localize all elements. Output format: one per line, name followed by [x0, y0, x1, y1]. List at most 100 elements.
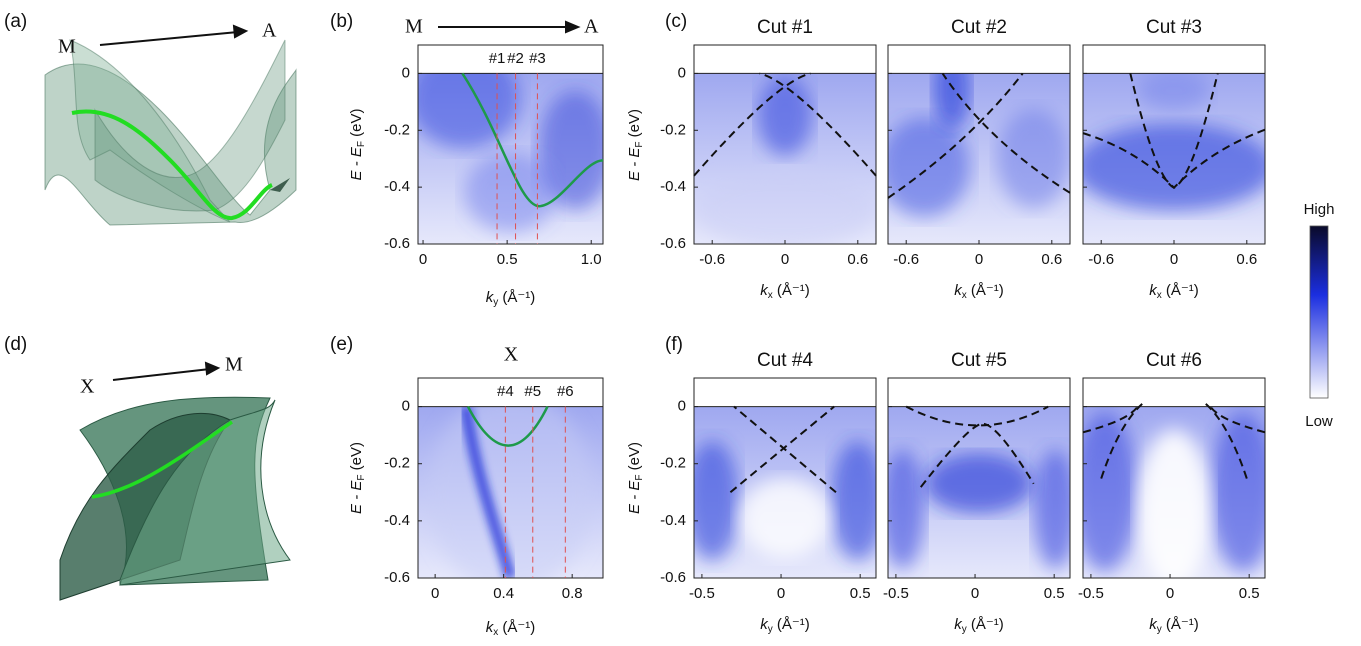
y-tick-label: -0.2 [384, 121, 410, 138]
axis-label-sub: x [962, 290, 967, 301]
panel-title: Cut #5 [951, 350, 1007, 371]
band-guide [1082, 128, 1266, 190]
axis-label-unit: (eV) [626, 442, 643, 475]
y-tick-label: -0.6 [384, 235, 410, 252]
path-start: X [80, 376, 95, 398]
axis-label-sub: x [1157, 290, 1162, 301]
cut-label: #2 [507, 50, 524, 67]
y-tick-label: -0.4 [384, 512, 410, 529]
colorbar [1309, 225, 1329, 399]
band-guide [919, 422, 1035, 488]
axis-label-unit: (Å⁻¹) [773, 616, 810, 633]
band-guide [1204, 402, 1248, 479]
x-tick-label: 0.8 [562, 585, 583, 602]
path-end: A [262, 20, 277, 42]
axis-label: E - EF (eV) [626, 109, 645, 181]
intensity-blob [464, 153, 557, 233]
intensity-blob [694, 440, 740, 561]
axis-label: E - EF (eV) [348, 109, 367, 181]
axis-label-sub: F [634, 475, 645, 481]
y-tick-label: -0.6 [660, 569, 686, 586]
axis-label: ky (Å⁻¹) [954, 616, 1004, 635]
band-fit [466, 405, 549, 447]
intensity-map [888, 73, 1070, 244]
x-tick-label: -0.5 [689, 585, 715, 602]
band-guide [733, 405, 837, 494]
axis-label: ky (Å⁻¹) [760, 616, 810, 635]
y-tick-label: -0.2 [384, 455, 410, 472]
axis-label: kx (Å⁻¹) [760, 282, 810, 301]
x-tick-label: 0 [1166, 585, 1174, 602]
intensity-map [888, 406, 1070, 578]
frame [887, 377, 1071, 579]
band-guide [693, 72, 811, 177]
path-start: M [58, 36, 76, 58]
axis-label-unit: (eV) [626, 109, 643, 142]
x-tick-label: -0.6 [1088, 251, 1114, 268]
axis-label: ky (Å⁻¹) [1149, 616, 1199, 635]
x-tick-label: 0.5 [1044, 585, 1065, 602]
axis-label-main: E - E [348, 480, 365, 514]
axis-label-sub: y [962, 624, 967, 635]
axis-label-sub: F [356, 475, 367, 481]
band-guide [1100, 402, 1144, 479]
intensity-map [694, 73, 876, 244]
axis-label: E - EF (eV) [348, 442, 367, 514]
intensity-blob [924, 453, 1034, 514]
path-start: M [405, 16, 423, 38]
axis-label-main: k [1149, 282, 1158, 299]
x-tick-label: 0 [1170, 251, 1178, 268]
point-label: X [504, 344, 519, 366]
x-tick-label: 0.5 [850, 585, 871, 602]
x-tick-label: 0.4 [493, 585, 514, 602]
x-tick-label: -0.6 [893, 251, 919, 268]
x-tick-label: -0.5 [883, 585, 909, 602]
frame [1082, 377, 1266, 579]
axis-label-main: E - E [348, 146, 365, 180]
x-tick-label: 0 [781, 251, 789, 268]
x-tick-label: 0 [777, 585, 785, 602]
x-tick-label: 0 [419, 251, 427, 268]
axis-label-main: k [1149, 616, 1158, 633]
band-guide [941, 72, 1071, 194]
x-tick-label: 0.5 [1239, 585, 1260, 602]
x-tick-label: 1.0 [581, 251, 602, 268]
frame [693, 44, 877, 245]
intensity-blob [538, 90, 603, 210]
x-tick-label: 0 [971, 585, 979, 602]
cut-label: #4 [497, 383, 514, 400]
intensity-blob [1033, 449, 1070, 570]
band-surface-a [44, 39, 297, 226]
panel-label: (e) [330, 334, 353, 355]
axis-label-sub: x [768, 290, 773, 301]
frame [887, 44, 1071, 245]
x-tick-label: -0.6 [699, 251, 725, 268]
axis-label: ky (Å⁻¹) [486, 289, 536, 308]
intensity-blob [739, 478, 831, 558]
axis-label-unit: (Å⁻¹) [498, 289, 535, 306]
y-tick-label: -0.4 [660, 178, 686, 195]
x-tick-label: 0.6 [1236, 251, 1257, 268]
axis-label-unit: (Å⁻¹) [967, 616, 1004, 633]
axis-label: kx (Å⁻¹) [486, 619, 536, 638]
band-guide [759, 72, 877, 177]
band-guide [887, 72, 1024, 199]
frame [1082, 44, 1266, 245]
axis-label-main: E - E [626, 147, 643, 181]
y-tick-label: -0.4 [384, 178, 410, 195]
panel-title: Cut #4 [757, 350, 813, 371]
axis-label-sub: y [1157, 624, 1162, 635]
axis-label-main: k [760, 282, 769, 299]
panel-label: (d) [4, 334, 27, 355]
axis-label-unit: (Å⁻¹) [1162, 616, 1199, 633]
panel-label: (a) [4, 11, 27, 32]
intensity-map [418, 406, 603, 579]
panel-title: Cut #2 [951, 17, 1007, 38]
axis-label-unit: (eV) [348, 109, 365, 142]
panel-label: (b) [330, 11, 353, 32]
panel-title: Cut #6 [1146, 350, 1202, 371]
x-tick-label: 0 [431, 585, 439, 602]
intensity-map [694, 406, 876, 578]
axis-label-main: E - E [626, 480, 643, 514]
